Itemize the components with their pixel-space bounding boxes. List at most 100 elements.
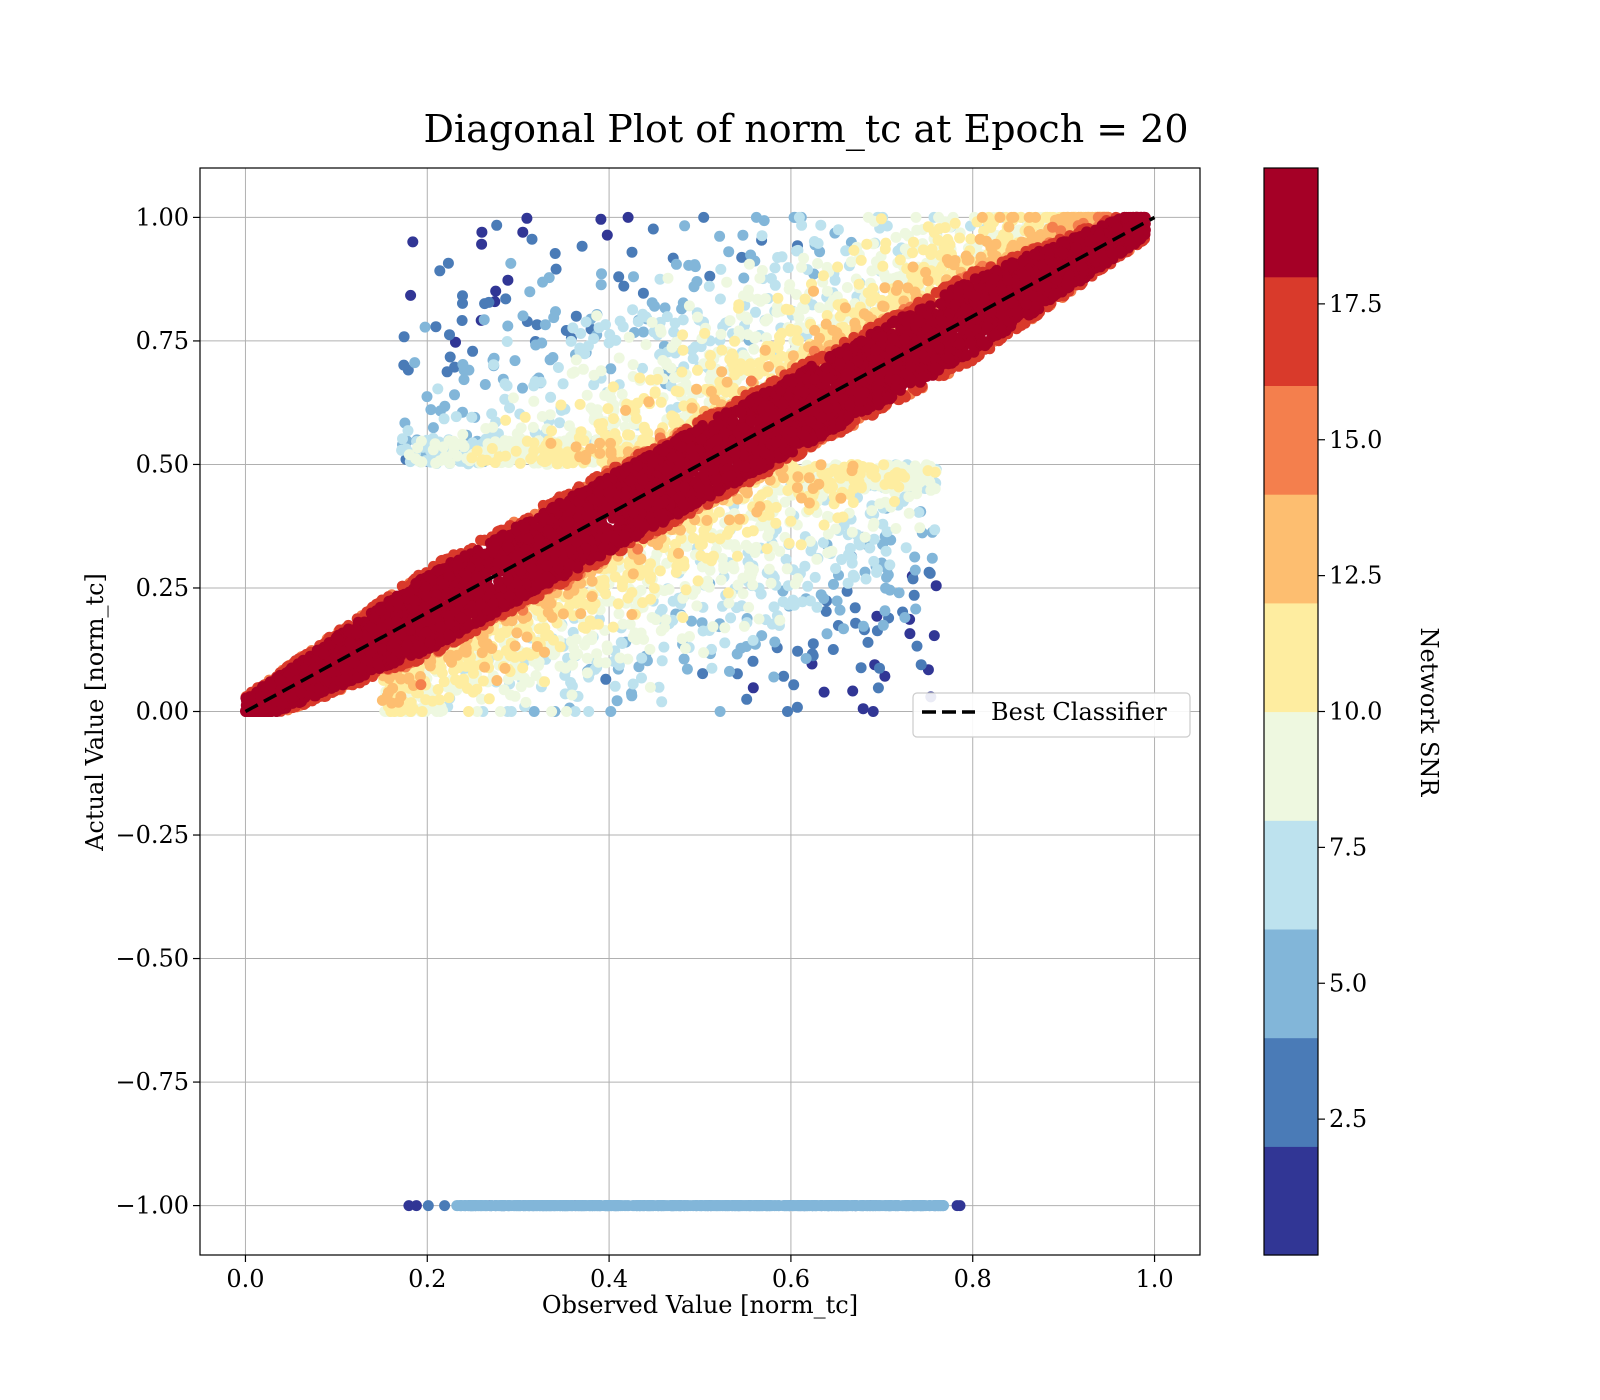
scatter-point	[716, 344, 728, 356]
scatter-point	[667, 595, 679, 607]
scatter-point	[502, 320, 514, 332]
scatter-point	[521, 435, 533, 447]
scatter-point	[787, 350, 799, 362]
scatter-point	[777, 596, 789, 608]
scatter-point	[745, 375, 757, 387]
scatter-point	[783, 537, 795, 549]
scatter-point	[415, 679, 427, 691]
scatter-point	[638, 421, 650, 433]
scatter-point	[759, 344, 771, 356]
scatter-point	[554, 660, 566, 672]
scatter-point	[733, 302, 745, 314]
scatter-point	[528, 706, 540, 717]
scatter-point	[544, 354, 556, 366]
scatter-point	[835, 492, 847, 504]
scatter-point	[815, 219, 827, 231]
scatter-point	[432, 383, 444, 395]
scatter-point	[422, 1200, 434, 1212]
scatter-point	[719, 637, 731, 649]
scatter-point	[416, 706, 428, 717]
scatter-point	[676, 366, 688, 378]
scatter-point	[760, 315, 771, 327]
scatter-point	[634, 372, 646, 384]
scatter-point	[393, 696, 404, 708]
scatter-point	[954, 1200, 966, 1212]
scatter-point	[673, 386, 685, 398]
scatter-point	[459, 1200, 471, 1212]
scatter-point	[517, 382, 528, 394]
scatter-point	[480, 423, 492, 434]
scatter-point	[457, 290, 468, 302]
scatter-point	[646, 1200, 658, 1212]
scatter-point	[457, 297, 468, 309]
scatter-point	[769, 262, 781, 274]
scatter-point	[832, 224, 844, 236]
scatter-point	[694, 539, 706, 551]
scatter-point	[601, 229, 613, 241]
scatter-point	[563, 420, 575, 432]
scatter-point	[427, 695, 438, 707]
scatter-point	[490, 285, 502, 297]
scatter-point	[893, 587, 905, 599]
scatter-point	[831, 595, 843, 607]
scatter-point	[814, 302, 826, 314]
scatter-point	[696, 617, 708, 629]
scatter-point	[821, 285, 833, 297]
scatter-point	[922, 221, 934, 233]
scatter-point	[477, 675, 489, 687]
scatter-point	[680, 584, 692, 596]
scatter-point	[879, 670, 891, 682]
scatter-point	[908, 589, 920, 601]
scatter-point	[550, 306, 561, 318]
scatter-point	[916, 1200, 928, 1212]
scatter-point	[713, 506, 725, 518]
scatter-point	[397, 433, 408, 445]
scatter-point	[877, 619, 889, 631]
scatter-point	[471, 445, 483, 457]
scatter-point	[796, 261, 807, 273]
scatter-point	[907, 247, 918, 259]
scatter-point	[444, 329, 455, 341]
scatter-point	[738, 272, 750, 284]
scatter-point	[456, 315, 468, 326]
scatter-point	[476, 226, 488, 238]
scatter-point	[714, 706, 726, 717]
scatter-point	[860, 573, 872, 585]
scatter-point	[677, 612, 689, 623]
scatter-point	[499, 378, 511, 390]
scatter-point	[646, 612, 658, 623]
scatter-point	[623, 331, 635, 343]
scatter-point	[626, 246, 638, 258]
scatter-point	[681, 663, 693, 675]
scatter-point	[791, 482, 803, 494]
scatter-point	[669, 1200, 681, 1212]
scatter-point	[429, 438, 441, 450]
scatter-point	[691, 383, 702, 395]
scatter-point	[658, 641, 670, 653]
scatter-point	[985, 241, 997, 253]
scatter-point	[954, 232, 966, 244]
scatter-point	[698, 1200, 710, 1212]
scatter-point	[1024, 227, 1036, 238]
scatter-point	[763, 361, 775, 373]
scatter-point	[899, 471, 911, 483]
scatter-point	[877, 260, 889, 272]
scatter-point	[920, 266, 932, 278]
scatter-point	[879, 282, 891, 294]
scatter-point	[846, 465, 858, 477]
scatter-point	[566, 659, 578, 671]
scatter-point	[534, 1200, 545, 1212]
scatter-point	[780, 553, 792, 565]
scatter-point	[570, 441, 582, 453]
scatter-point	[478, 314, 490, 326]
scatter-point	[704, 270, 716, 282]
scatter-point	[603, 337, 615, 349]
scatter-point	[697, 668, 709, 680]
scatter-point	[595, 213, 607, 225]
scatter-point	[787, 594, 799, 606]
scatter-point	[902, 282, 914, 294]
scatter-point	[527, 421, 539, 433]
scatter-point	[686, 402, 698, 414]
scatter-point	[777, 472, 789, 484]
scatter-point	[915, 659, 927, 671]
